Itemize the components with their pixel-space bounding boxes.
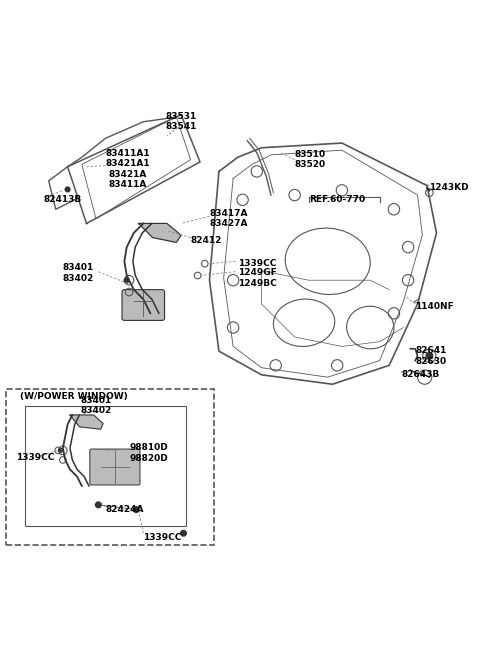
FancyBboxPatch shape [6,389,214,545]
Text: 82643B: 82643B [401,370,439,379]
Circle shape [96,502,101,508]
Text: 1339CC: 1339CC [238,259,276,268]
Text: 1339CC: 1339CC [15,453,54,462]
Text: (W/POWER WINDOW): (W/POWER WINDOW) [20,392,128,401]
Text: 83510
83520: 83510 83520 [295,150,326,169]
Text: 83417A
83427A: 83417A 83427A [209,209,248,229]
Circle shape [133,507,139,512]
Text: 1140NF: 1140NF [415,302,454,310]
Text: 1339CC: 1339CC [143,533,181,542]
Text: 82413B: 82413B [44,195,82,204]
Text: 83531
83541: 83531 83541 [166,112,197,132]
FancyBboxPatch shape [25,405,186,526]
Circle shape [426,352,432,359]
Circle shape [180,531,186,536]
Text: 83411A1
83421A1
83421A
83411A: 83411A1 83421A1 83421A 83411A [106,149,150,189]
Polygon shape [70,415,103,429]
Text: 1243KD: 1243KD [430,183,469,193]
FancyBboxPatch shape [90,449,140,485]
Text: 82412: 82412 [191,236,222,244]
Text: 82641
82630: 82641 82630 [415,346,446,365]
Circle shape [65,187,70,192]
FancyBboxPatch shape [122,290,165,320]
Text: 83401
83402: 83401 83402 [80,396,112,415]
Ellipse shape [285,228,370,295]
Ellipse shape [347,306,394,349]
Polygon shape [139,223,181,242]
Text: 83401
83402: 83401 83402 [63,263,94,283]
Text: 98810D
98820D: 98810D 98820D [129,443,168,462]
Ellipse shape [274,299,335,346]
Text: 1249GF
1249BC: 1249GF 1249BC [238,268,276,288]
Circle shape [124,278,129,282]
Text: 82424A: 82424A [106,505,144,514]
Circle shape [59,449,62,453]
Text: REF.60-770: REF.60-770 [309,195,365,204]
